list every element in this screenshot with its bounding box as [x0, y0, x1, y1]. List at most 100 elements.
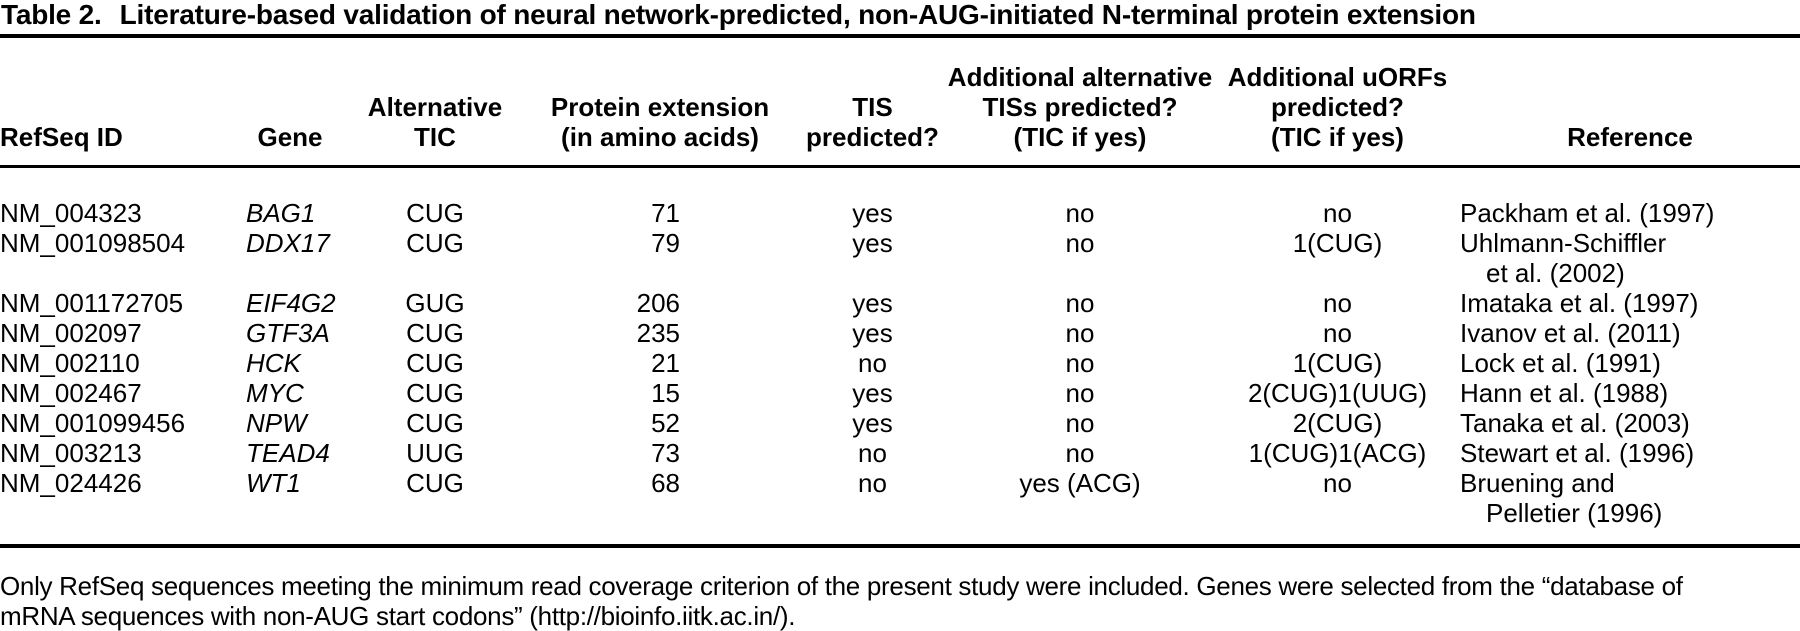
table-header-row: RefSeq ID Gene Alternative TIC Protein exte… — [0, 38, 1800, 168]
table-row: NM_002097 GTF3A CUG 235 yes no no Ivanov et al.… — [0, 318, 1800, 348]
column-header-gene: Gene — [230, 38, 350, 168]
column-header-label: Alternative TIC — [367, 92, 503, 152]
table-row: NM_001098504 DDX17 CUG 79 yes no 1(CUG) Uhlmann… — [0, 228, 1800, 288]
cell-alt_tis: no — [1065, 348, 1095, 378]
cell-ext: 52 — [651, 408, 680, 438]
cell-refseq: NM_001099456 — [0, 408, 186, 438]
cell-ext: 21 — [651, 348, 680, 378]
cell-tic: UUG — [406, 438, 464, 468]
cell-gene: GTF3A — [246, 318, 330, 348]
table-row: NM_001172705 EIF4G2 GUG 206 yes no no Imataka e… — [0, 288, 1800, 318]
column-header-label: TIS predicted? — [806, 92, 939, 152]
cell-gene: DDX17 — [246, 228, 330, 258]
cell-uorfs: 2(CUG) — [1292, 408, 1383, 438]
cell-gene: NPW — [246, 408, 307, 438]
cell-alt_tis: yes (ACG) — [1019, 468, 1141, 498]
cell-alt_tis: no — [1065, 198, 1095, 228]
cell-ext: 235 — [636, 318, 680, 348]
cell-ext: 79 — [651, 228, 680, 258]
column-header-uorfs: Additional uORFs predicted? (TIC if yes) — [1215, 38, 1460, 168]
column-header-tic: Alternative TIC — [350, 38, 520, 168]
cell-alt_tis: no — [1065, 438, 1095, 468]
cell-uorfs: no — [1323, 318, 1352, 348]
cell-tic: GUG — [405, 288, 465, 318]
cell-ref: Tanaka et al. (2003) — [1460, 408, 1690, 438]
cell-refseq: NM_024426 — [0, 468, 142, 498]
cell-refseq: NM_003213 — [0, 438, 142, 468]
table-row: NM_024426 WT1 CUG 68 no yes (ACG) no Bruening a… — [0, 468, 1800, 546]
cell-refseq: NM_001172705 — [0, 288, 184, 318]
cell-tis: yes — [852, 288, 893, 318]
column-header-ref: Reference — [1460, 38, 1800, 168]
cell-ext: 68 — [651, 468, 680, 498]
cell-gene: TEAD4 — [246, 438, 330, 468]
column-header-ext: Protein extension (in amino acids) — [520, 38, 800, 168]
cell-tic: CUG — [406, 318, 464, 348]
table-row: NM_004323 BAG1 CUG 71 yes no no Packham et al. … — [0, 167, 1800, 229]
cell-ref: Uhlmann-Schiffler et al. (2002) — [1460, 228, 1667, 288]
cell-tic: CUG — [406, 468, 464, 498]
cell-gene: EIF4G2 — [246, 288, 336, 318]
cell-tic: CUG — [406, 408, 464, 438]
cell-ref: Ivanov et al. (2011) — [1460, 318, 1681, 348]
column-header-label: Protein extension (in amino acids) — [550, 92, 770, 152]
cell-tis: no — [858, 468, 887, 498]
cell-gene: HCK — [246, 348, 301, 378]
column-header-tis: TIS predicted? — [800, 38, 945, 168]
cell-uorfs: no — [1323, 288, 1352, 318]
cell-ref: Hann et al. (1988) — [1460, 378, 1669, 408]
cell-alt_tis: no — [1065, 318, 1095, 348]
cell-tis: no — [858, 348, 887, 378]
cell-uorfs: 1(CUG)1(ACG) — [1248, 438, 1427, 468]
table-row: NM_002467 MYC CUG 15 yes no 2(CUG)1(UUG) Hann e… — [0, 378, 1800, 408]
cell-uorfs: 2(CUG)1(UUG) — [1247, 378, 1428, 408]
cell-ref: Lock et al. (1991) — [1460, 348, 1661, 378]
cell-refseq: NM_002097 — [0, 318, 142, 348]
cell-ref: Packham et al. (1997) — [1460, 198, 1715, 228]
cell-gene: BAG1 — [246, 198, 316, 228]
cell-ext: 73 — [651, 438, 680, 468]
cell-ref: Imataka et al. (1997) — [1460, 288, 1699, 318]
cell-alt_tis: no — [1065, 288, 1095, 318]
cell-ext: 206 — [636, 288, 680, 318]
cell-gene: MYC — [246, 378, 304, 408]
validation-table: RefSeq ID Gene Alternative TIC Protein exte… — [0, 38, 1800, 548]
table-row: NM_001099456 NPW CUG 52 yes no 2(CUG) Tanaka et… — [0, 408, 1800, 438]
cell-tis: yes — [852, 228, 893, 258]
column-header-alt_tis: Additional alternative TISs predicted? (… — [945, 38, 1215, 168]
cell-alt_tis: no — [1065, 378, 1095, 408]
cell-ref: Stewart et al. (1996) — [1460, 438, 1695, 468]
cell-uorfs: 1(CUG) — [1292, 228, 1383, 258]
cell-uorfs: 1(CUG) — [1292, 348, 1383, 378]
cell-ref: Bruening and Pelletier (1996) — [1460, 468, 1663, 528]
cell-uorfs: no — [1323, 198, 1352, 228]
cell-refseq: NM_004323 — [0, 198, 142, 228]
cell-alt_tis: no — [1065, 228, 1095, 258]
cell-tis: yes — [852, 408, 893, 438]
cell-alt_tis: no — [1065, 408, 1095, 438]
cell-ext: 71 — [651, 198, 680, 228]
table-footnote: Only RefSeq sequences meeting the minimu… — [0, 571, 1683, 631]
cell-tic: CUG — [406, 348, 464, 378]
column-header-label: Additional alternative TISs predicted? (… — [947, 62, 1213, 152]
table-title-text: Literature-based validation of neural ne… — [119, 0, 1476, 30]
table-body: NM_004323 BAG1 CUG 71 yes no no Packham et al. … — [0, 167, 1800, 547]
column-header-label: Reference — [1567, 122, 1693, 152]
table-header: RefSeq ID Gene Alternative TIC Protein exte… — [0, 38, 1800, 168]
cell-tis: no — [858, 438, 887, 468]
column-header-label: RefSeq ID — [0, 122, 123, 152]
cell-tic: CUG — [406, 228, 464, 258]
table-title: Table 2. Literature-based validation of n… — [0, 0, 1800, 38]
column-header-label: Gene — [257, 122, 323, 152]
cell-tic: CUG — [406, 198, 464, 228]
cell-tic: CUG — [406, 378, 464, 408]
cell-refseq: NM_001098504 — [0, 228, 186, 258]
cell-tis: yes — [852, 378, 893, 408]
table-row: NM_003213 TEAD4 UUG 73 no no 1(CUG)1(ACG) Stewa… — [0, 438, 1800, 468]
cell-ext: 15 — [651, 378, 680, 408]
cell-gene: WT1 — [246, 468, 301, 498]
cell-uorfs: no — [1323, 468, 1352, 498]
cell-tis: yes — [852, 318, 893, 348]
column-header-label: Additional uORFs predicted? (TIC if yes) — [1227, 62, 1448, 152]
table-row: NM_002110 HCK CUG 21 no no 1(CUG) Lock et al. (… — [0, 348, 1800, 378]
